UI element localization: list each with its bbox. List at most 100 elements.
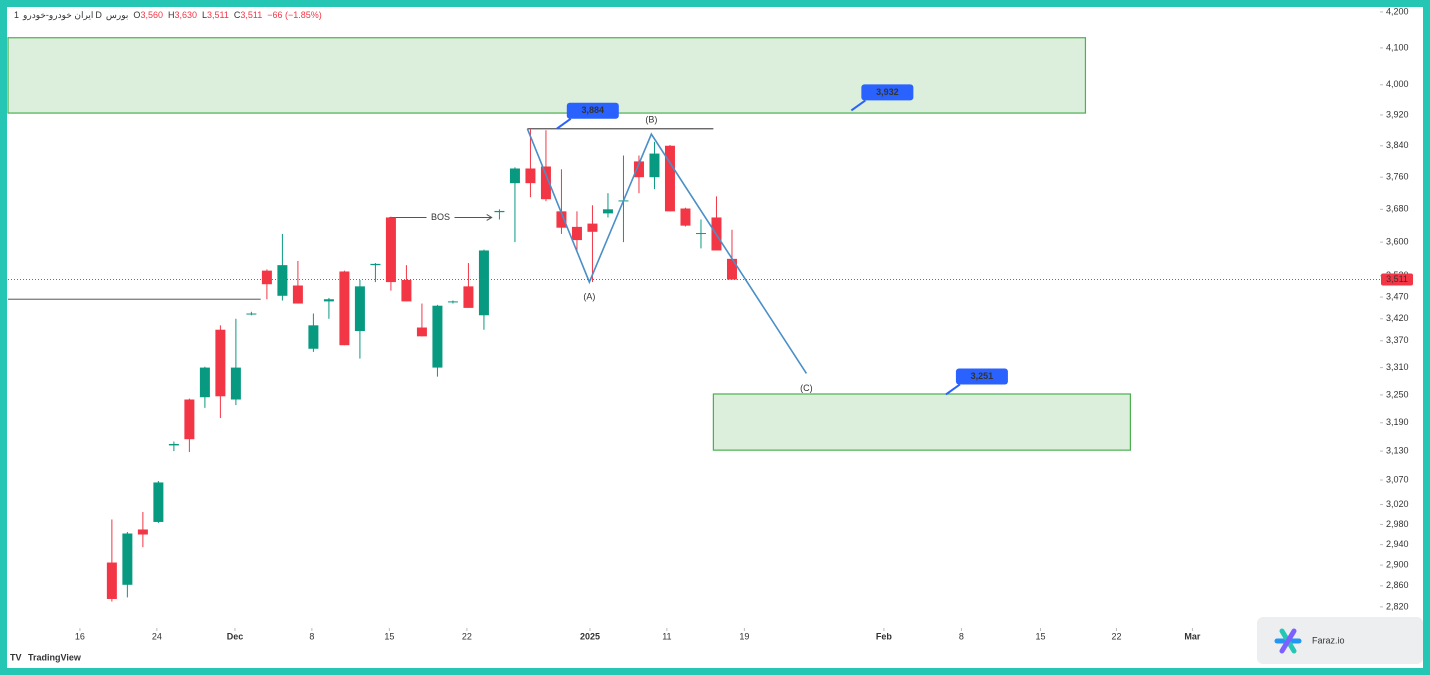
candle-body (587, 223, 598, 232)
callout-pointer (945, 383, 961, 396)
wave-label: (B) (645, 115, 657, 125)
x-tick-label: 15 (1035, 631, 1045, 641)
y-tick-label: 3,250 (1386, 389, 1409, 399)
x-tick-label: Mar (1184, 631, 1201, 641)
callout-box (566, 102, 619, 119)
candle-body (432, 305, 443, 368)
canvas (7, 7, 1423, 668)
brand-logo: TV (10, 652, 22, 662)
candle-body (416, 327, 427, 337)
zone (7, 37, 1087, 114)
callout-label: 3,884 (582, 105, 605, 115)
candle-body (215, 329, 226, 397)
bos-label-bg (426, 211, 455, 224)
candle-body (649, 153, 660, 178)
header-exchange: بورس (106, 10, 129, 21)
x-tick-label: 22 (1111, 631, 1121, 641)
y-tick-label: 3,760 (1386, 172, 1409, 182)
watermark-box (1257, 617, 1423, 664)
wave-label: (C) (800, 383, 813, 393)
y-tick-label: 2,980 (1386, 519, 1409, 529)
header-symbol: ایران خودرو-خودرو (22, 10, 93, 21)
callout-box (861, 84, 914, 101)
candle-body (556, 211, 567, 228)
candle-body (602, 209, 613, 214)
y-tick-label: 4,200 (1386, 6, 1409, 16)
x-tick-label: 8 (959, 631, 964, 641)
y-tick-label: 3,070 (1386, 474, 1409, 484)
header-value: 3,560 (140, 10, 163, 20)
x-tick-label: 22 (462, 631, 472, 641)
candle-body (680, 208, 691, 226)
candle-body (726, 258, 737, 280)
last-price-box (1381, 273, 1413, 286)
chart-header: 1 ایران خودرو-خودرو D بورس O3,560 H3,630 L3,51… (14, 10, 322, 21)
y-tick-label: 3,190 (1386, 417, 1409, 427)
y-tick-label: 3,840 (1386, 140, 1409, 150)
header-key: C (234, 10, 241, 20)
header-change: −66 (−1.85%) (267, 10, 322, 20)
y-tick-label: 2,940 (1386, 539, 1409, 549)
y-tick-label: 4,000 (1386, 79, 1409, 89)
y-tick-label: 2,860 (1386, 580, 1409, 590)
candle-body (664, 145, 675, 212)
y-tick-label: 2,900 (1386, 559, 1409, 569)
candle-body (106, 562, 117, 599)
candle-body (385, 217, 396, 283)
wave-label: (A) (583, 291, 595, 301)
watermark-text: Faraz.io (1312, 635, 1345, 645)
callout-pointer (850, 99, 866, 112)
y-tick-label: 3,130 (1386, 445, 1409, 455)
bos-arrow (486, 214, 493, 221)
y-tick-label: 3,600 (1386, 237, 1409, 247)
y-tick-label: 3,470 (1386, 291, 1409, 301)
brand: TV TradingView (10, 652, 82, 662)
header-count: 1 (14, 10, 19, 20)
candle-body (401, 279, 412, 302)
last-price-label: 3,511 (1386, 274, 1408, 284)
x-tick-label: Dec (227, 631, 244, 641)
candle-body (354, 286, 365, 332)
candle-body (525, 168, 536, 184)
candle-body (633, 161, 644, 178)
candle-body (494, 210, 505, 213)
header-value: 3,511 (207, 10, 229, 20)
candle-body (478, 250, 489, 316)
candle-body (168, 443, 179, 446)
callout-label: 3,251 (971, 371, 994, 381)
candle-body (137, 529, 148, 535)
y-tick-label: 3,420 (1386, 313, 1409, 323)
candle-body (184, 399, 195, 440)
x-tick-label: 2025 (580, 631, 600, 641)
candle-body (261, 270, 272, 285)
header-value: 3,511 (240, 10, 262, 20)
candle-body (339, 271, 350, 346)
y-tick-label: 4,100 (1386, 42, 1409, 52)
candle-body (323, 299, 334, 302)
header-key: H (168, 10, 175, 20)
watermark-icon (1274, 628, 1302, 654)
y-tick-label: 2,820 (1386, 601, 1409, 611)
callout-label: 3,932 (876, 87, 899, 97)
x-tick-label: 16 (75, 631, 85, 641)
x-tick-label: 11 (662, 631, 671, 641)
candle-body (695, 233, 706, 235)
header-interval: D (95, 10, 102, 20)
y-tick-label: 3,370 (1386, 335, 1409, 345)
candle-body (308, 325, 319, 349)
x-tick-label: 8 (309, 631, 314, 641)
candle-body (370, 263, 381, 266)
header-key: O (133, 10, 140, 20)
x-tick-label: 15 (384, 631, 394, 641)
candle-body (230, 367, 241, 400)
y-tick-label: 3,310 (1386, 362, 1409, 372)
watermark: Faraz.io (1257, 617, 1423, 664)
x-tick-label: 19 (739, 631, 749, 641)
x-tick-label: 24 (152, 631, 162, 641)
header-key: L (202, 10, 207, 20)
callout-pointer (556, 117, 572, 130)
candle-body (277, 265, 288, 296)
candle-body (292, 285, 303, 304)
wave-line (526, 128, 808, 374)
